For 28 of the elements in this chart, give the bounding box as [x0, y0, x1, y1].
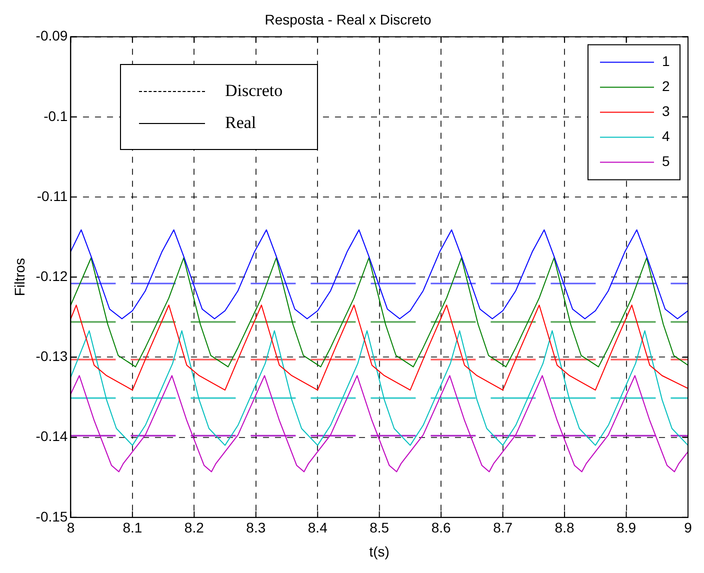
- x-tick-label: 8.6: [431, 520, 452, 536]
- y-axis-title: Filtros: [11, 258, 28, 296]
- x-tick-label: 8.3: [246, 520, 266, 536]
- x-tick-label: 8.9: [616, 520, 636, 536]
- y-tick-label: -0.13: [36, 348, 68, 364]
- x-tick-label: 8.5: [370, 520, 390, 536]
- legend-label: 4: [662, 128, 670, 144]
- x-tick-label: 8.8: [554, 520, 574, 536]
- annotation: Discreto: [225, 81, 283, 101]
- x-tick-label: 8.7: [493, 520, 513, 536]
- x-tick-label: 8.1: [122, 520, 142, 536]
- y-tick-label: -0.15: [36, 508, 68, 524]
- x-axis-title: t(s): [369, 543, 390, 560]
- y-tick-label: -0.1: [44, 108, 68, 124]
- y-tick-label: -0.09: [36, 28, 68, 44]
- y-tick-label: -0.12: [36, 268, 68, 284]
- y-tick-label: -0.14: [36, 428, 68, 444]
- y-tick-label: -0.11: [36, 188, 68, 204]
- x-tick-label: 8.4: [308, 520, 328, 536]
- legend-label: 5: [662, 153, 670, 170]
- annotation: Real: [225, 113, 256, 133]
- chart-title: Resposta - Real x Discreto: [264, 11, 432, 28]
- x-tick-label: 8: [66, 520, 75, 536]
- legend-label: 1: [662, 53, 670, 70]
- x-tick-label: 8.2: [184, 520, 204, 536]
- legend-label: 2: [662, 78, 670, 94]
- x-tick-label: 9: [684, 520, 692, 536]
- legend-label: 3: [662, 103, 670, 120]
